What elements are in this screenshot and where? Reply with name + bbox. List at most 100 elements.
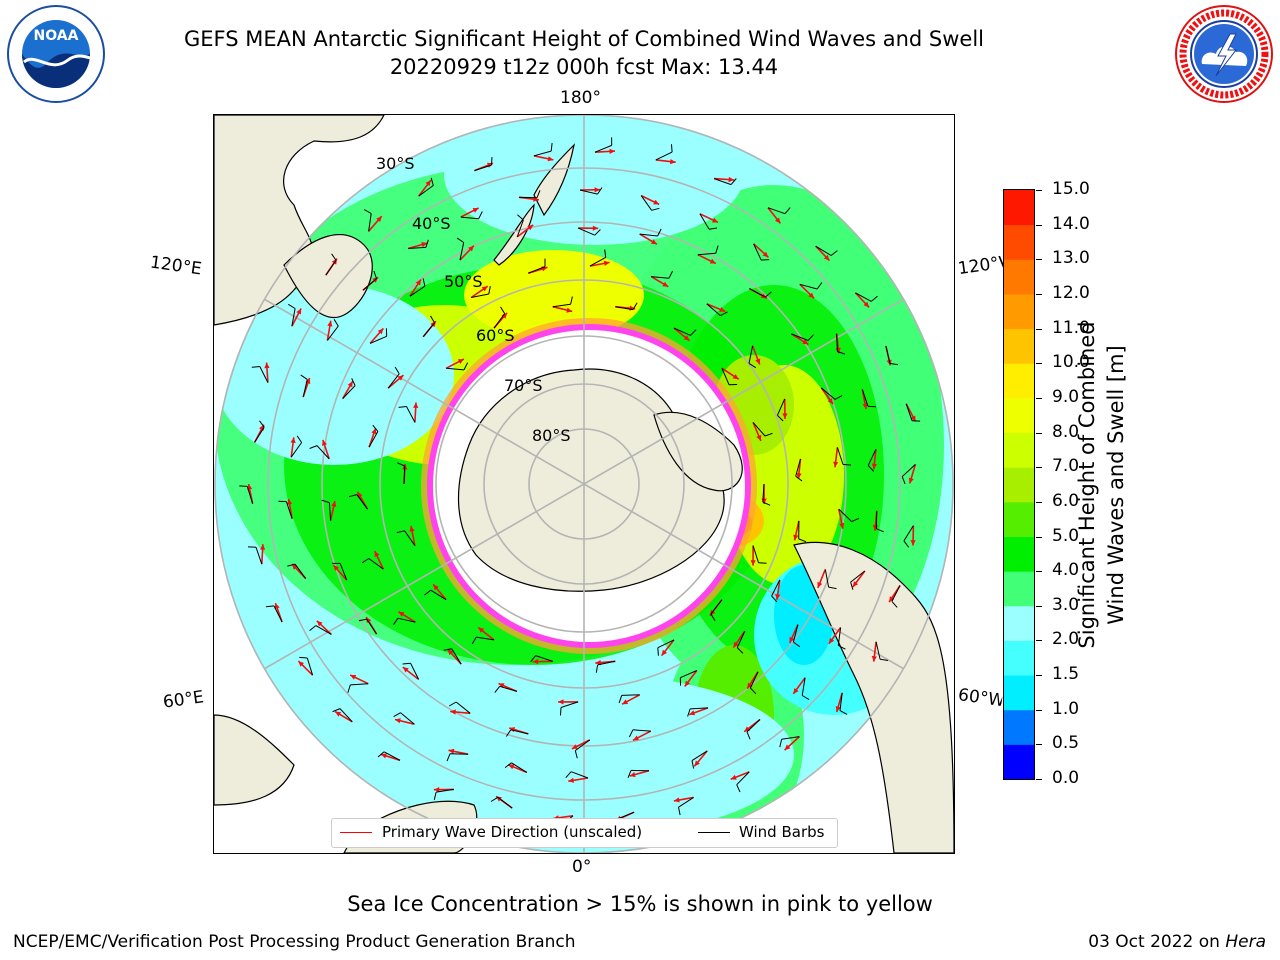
colorbar <box>1003 189 1035 780</box>
legend-label-barbs: Wind Barbs <box>739 823 825 841</box>
wave-direction-arrow <box>632 730 652 742</box>
wind-barb <box>589 249 607 267</box>
wind-barb <box>627 769 650 778</box>
wave-direction-arrow <box>790 333 809 346</box>
wind-barb <box>837 627 846 650</box>
lon-label-120w: 120°W <box>956 252 1006 280</box>
wind-barb <box>433 788 454 801</box>
wave-direction-arrow <box>316 620 332 635</box>
wave-direction-arrow <box>730 771 750 781</box>
colorbar-segment <box>1004 536 1034 572</box>
wind-barb <box>398 406 416 423</box>
wave-direction-arrow <box>815 245 831 262</box>
wave-direction-arrow <box>852 570 866 588</box>
wind-barb <box>905 403 921 422</box>
wind-barb <box>424 589 447 601</box>
wind-barb <box>471 636 495 645</box>
wind-barb <box>278 500 293 519</box>
wave-direction-arrow <box>594 148 616 154</box>
colorbar-tick-label: 1.0 <box>1052 698 1080 719</box>
colorbar-segment <box>1004 501 1034 537</box>
lon-label-120e: 120°E <box>148 252 203 280</box>
wind-barb <box>746 719 761 740</box>
wave-direction-arrow <box>409 279 422 297</box>
colorbar-tick-label: 9.0 <box>1052 386 1080 407</box>
wind-barb <box>446 753 469 762</box>
wave-direction-arrow <box>558 699 579 705</box>
wind-barb <box>560 701 579 716</box>
wave-direction-arrow <box>871 449 877 470</box>
wind-barb <box>697 245 719 256</box>
wind-barb <box>456 237 465 261</box>
wave-direction-arrow <box>297 660 314 676</box>
wind-barb <box>594 137 613 153</box>
wind-barb <box>615 302 638 311</box>
legend-swatch-barbs <box>698 832 730 833</box>
wind-barb <box>710 599 723 622</box>
wind-barb <box>448 701 471 714</box>
colorbar-tick-mark <box>1036 224 1042 226</box>
wave-direction-arrow <box>871 641 877 662</box>
wind-barb <box>721 368 738 386</box>
wind-barb <box>327 319 339 341</box>
sea-ice-note: Sea Ice Concentration > 15% is shown in … <box>347 892 933 916</box>
wind-barb <box>474 157 493 172</box>
wave-direction-arrow <box>477 626 495 641</box>
wave-direction-arrow <box>621 694 641 705</box>
colorbar-segment <box>1004 605 1034 641</box>
wind-barb <box>332 562 348 581</box>
wind-barb <box>679 670 697 686</box>
wave-direction-arrow <box>752 422 762 442</box>
wind-barb <box>901 464 916 485</box>
wave-direction-arrow <box>697 253 717 265</box>
wave-direction-arrow <box>432 583 447 601</box>
colorbar-tick-label: 6.0 <box>1052 490 1080 511</box>
colorbar-tick-label: 12.0 <box>1052 282 1090 303</box>
colorbar-tick-mark <box>1036 501 1042 503</box>
wave-direction-arrow <box>650 275 669 288</box>
wave-direction-arrow <box>838 508 845 529</box>
wind-barb <box>657 639 675 656</box>
colorbar-tick-label: 3.0 <box>1052 594 1080 615</box>
wind-barb <box>595 660 616 673</box>
colorbar-segment <box>1004 571 1034 607</box>
wind-barb <box>363 209 372 232</box>
wind-barb <box>332 708 353 723</box>
colorbar-segment <box>1004 675 1034 711</box>
wind-barb <box>678 796 694 816</box>
colorbar-tick-label: 14.0 <box>1052 213 1090 234</box>
wind-barb <box>850 570 866 590</box>
wind-barb <box>342 378 356 399</box>
wind-barb <box>369 328 388 344</box>
wind-barb <box>471 286 491 298</box>
wind-barb <box>254 420 265 443</box>
wind-barb <box>776 398 786 422</box>
wave-direction-arrow <box>448 748 469 755</box>
wave-direction-arrow <box>828 627 842 645</box>
wind-barb <box>801 677 810 701</box>
wave-direction-arrow <box>817 569 827 589</box>
wind-barb <box>752 422 773 437</box>
wave-direction-arrow <box>470 285 489 299</box>
wave-direction-arrow <box>369 327 384 344</box>
lat-label-80s: 80°S <box>532 426 571 445</box>
wind-barb <box>348 494 368 510</box>
wave-direction-arrow <box>782 398 788 419</box>
map-legend: Primary Wave Direction (unscaled) Wind B… <box>331 818 838 848</box>
wave-direction-arrow <box>402 666 420 681</box>
noaa-logo-icon: NOAA <box>6 4 106 104</box>
wave-direction-arrow <box>579 187 601 193</box>
wave-direction-arrow <box>640 194 660 206</box>
colorbar-tick-mark <box>1036 328 1042 330</box>
wind-barb <box>299 656 314 676</box>
colorbar-segment <box>1004 259 1034 295</box>
wave-direction-arrow <box>460 207 479 218</box>
colorbar-tick-mark <box>1036 293 1042 295</box>
legend-label-wave: Primary Wave Direction (unscaled) <box>382 823 643 841</box>
wave-direction-arrow <box>380 753 401 762</box>
colorbar-tick-mark <box>1036 363 1042 365</box>
colorbar-tick-label: 13.0 <box>1052 248 1090 269</box>
wave-direction-arrow <box>908 464 917 484</box>
lat-label-60s: 60°S <box>476 326 515 345</box>
footer-host: Hera <box>1225 932 1266 952</box>
